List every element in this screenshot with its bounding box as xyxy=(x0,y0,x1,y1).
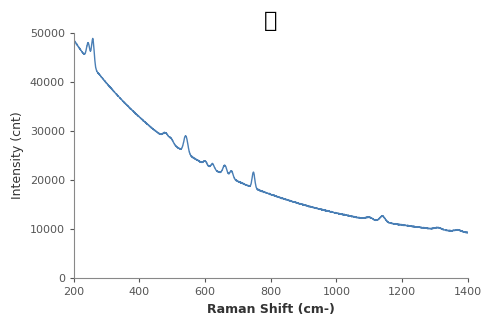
X-axis label: Raman Shift (cm-): Raman Shift (cm-) xyxy=(207,303,335,316)
Y-axis label: Intensity (cnt): Intensity (cnt) xyxy=(11,112,24,199)
Title: 쪽: 쪽 xyxy=(264,11,278,31)
